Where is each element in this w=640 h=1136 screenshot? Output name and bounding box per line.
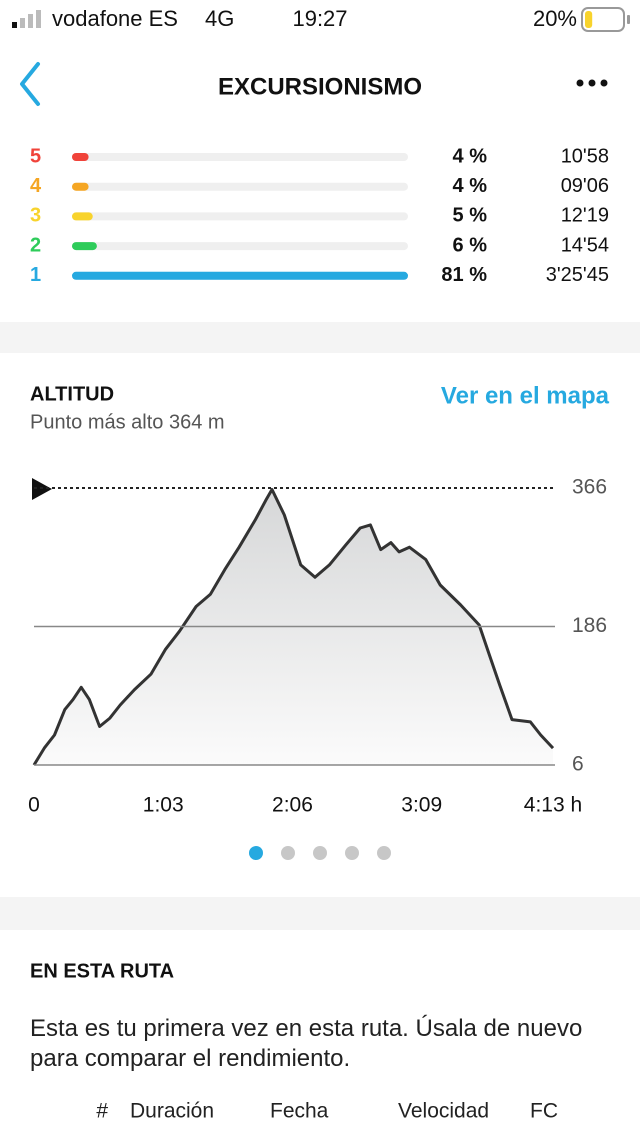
column-header: FC xyxy=(530,1100,558,1123)
column-header: Velocidad xyxy=(398,1100,489,1123)
zone-bar xyxy=(72,153,89,161)
signal-icon xyxy=(12,10,41,28)
zone-track xyxy=(72,182,408,191)
zone-time: 12'19 xyxy=(561,205,609,227)
zone-time: 09'06 xyxy=(561,175,609,197)
more-button[interactable] xyxy=(576,79,608,87)
zone-bar xyxy=(72,242,97,251)
zone-percent: 4 % xyxy=(453,175,488,197)
column-header: # xyxy=(96,1100,108,1123)
zone-percent: 81 % xyxy=(441,264,487,286)
y-tick-label: 186 xyxy=(572,614,607,637)
zone-time: 3'25'45 xyxy=(546,264,609,286)
zone-percent: 6 % xyxy=(453,234,488,256)
map-link[interactable]: Ver en el mapa xyxy=(441,382,610,409)
zone-time: 10'58 xyxy=(561,145,609,167)
zone-percent: 4 % xyxy=(453,145,488,167)
section-separator xyxy=(0,322,640,353)
battery-tip xyxy=(627,15,630,24)
chart-title: ALTITUD xyxy=(30,383,114,405)
x-tick-label: 2:06 xyxy=(272,794,313,817)
zone-number: 2 xyxy=(30,234,41,256)
chart-subtitle: Punto más alto 364 m xyxy=(30,411,225,433)
battery-frame xyxy=(581,7,625,32)
zone-bar xyxy=(72,271,408,280)
clock: 19:27 xyxy=(292,6,347,31)
y-tick-label: 6 xyxy=(572,753,584,776)
battery-label: 20% xyxy=(533,6,577,31)
y-tick-label: 366 xyxy=(572,476,607,499)
x-tick-label: 0 xyxy=(28,794,40,817)
back-button[interactable] xyxy=(20,62,40,106)
x-tick-label: 3:09 xyxy=(401,794,442,817)
route-text: Esta es tu primera vez en esta ruta. Úsa… xyxy=(30,1015,583,1072)
zone-number: 3 xyxy=(30,205,41,227)
zone-track xyxy=(72,153,408,161)
altitude-line xyxy=(32,488,555,766)
zone-track xyxy=(72,212,408,221)
pagination[interactable] xyxy=(249,846,391,860)
zone-time: 14'54 xyxy=(561,234,609,256)
x-tick-label: 1:03 xyxy=(143,794,184,817)
section-separator xyxy=(0,897,640,930)
zone-bar xyxy=(72,182,89,191)
zone-number: 1 xyxy=(30,264,41,286)
zone-number: 5 xyxy=(30,145,41,167)
zone-percent: 5 % xyxy=(453,205,488,227)
battery-level xyxy=(585,11,593,28)
section-title: EN ESTA RUTA xyxy=(30,960,174,982)
network: 4G xyxy=(205,6,234,31)
zone-number: 4 xyxy=(30,175,42,197)
column-header: Fecha xyxy=(270,1100,329,1123)
zone-bar xyxy=(72,212,93,221)
x-tick-label: 4:13 h xyxy=(524,794,582,817)
column-header: Duración xyxy=(130,1100,214,1123)
page-title: EXCURSIONISMO xyxy=(218,73,422,100)
zone-track xyxy=(72,242,408,251)
carrier: vodafone ES xyxy=(52,6,178,31)
